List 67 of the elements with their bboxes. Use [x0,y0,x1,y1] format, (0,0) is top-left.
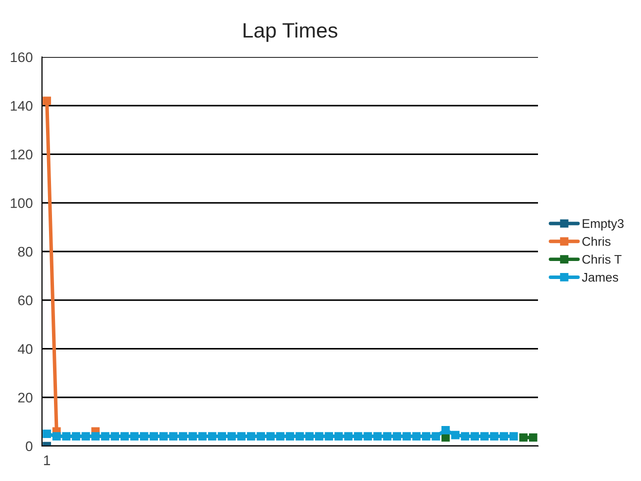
point [42,96,52,105]
point [52,432,61,440]
point [188,432,197,440]
point [364,432,372,440]
point [451,430,460,440]
point [528,433,538,442]
y-tick-label: 40 [18,344,32,354]
point [227,432,236,440]
point [218,432,226,440]
point [198,432,207,440]
point [82,432,90,440]
point [101,432,110,440]
point [432,432,440,440]
point [150,432,158,440]
point [246,432,256,440]
point [91,432,100,440]
point [470,432,479,440]
point [422,432,430,440]
point [490,432,498,440]
point [305,432,314,440]
point [354,432,362,440]
y-tick-label: 60 [18,295,32,306]
point [72,432,80,440]
point [344,432,353,440]
point [334,432,343,440]
point [324,432,334,440]
point [286,432,294,440]
point [460,432,470,440]
y-tick-label: 20 [18,392,32,403]
point [169,432,178,440]
point [276,432,284,440]
point [266,432,275,440]
y-tick-label: 140 [10,100,32,111]
point [130,432,139,440]
point [237,432,246,440]
point [402,432,411,440]
point [208,432,216,440]
point [256,432,265,440]
point [392,432,402,440]
y-tick-label: 120 [10,150,32,160]
legend-label: James [582,272,618,282]
point [120,432,129,440]
point [140,432,148,440]
point [510,432,518,440]
legend-label: Empty3 [582,219,624,230]
point [110,432,120,440]
point [519,433,528,442]
point [315,432,324,440]
point [441,426,450,434]
point [62,432,70,440]
y-tick-label: 160 [10,52,32,62]
point [412,432,421,440]
y-tick-label: 100 [10,198,32,208]
legend-label: Chris [582,236,610,246]
point [500,432,508,440]
y-tick-label: 80 [18,246,32,257]
point [373,432,382,440]
point [42,430,52,438]
point [178,432,188,440]
legend-label: Chris T [582,254,622,264]
point [480,432,489,440]
point [159,432,168,440]
y-tick-label: 0 [26,441,32,452]
point [296,432,304,440]
x-tick-label: 1 [44,456,50,466]
point [383,432,392,440]
chart-title: Lap Times [244,22,338,42]
